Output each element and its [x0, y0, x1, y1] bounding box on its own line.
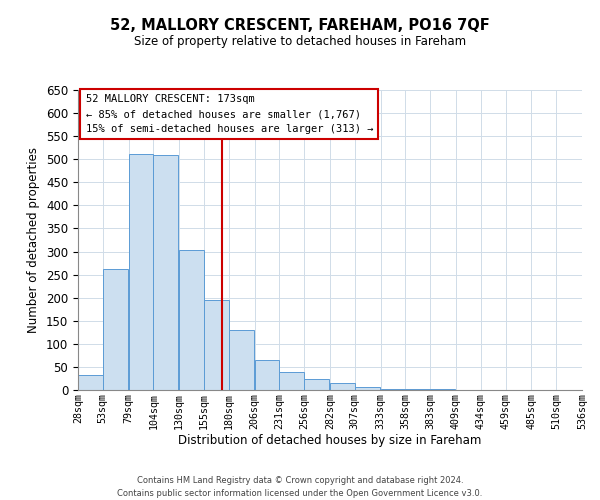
Bar: [380, 389, 406, 390]
Bar: [355, 387, 380, 390]
X-axis label: Distribution of detached houses by size in Fareham: Distribution of detached houses by size …: [178, 434, 482, 448]
Bar: [430, 389, 455, 390]
Text: 52, MALLORY CRESCENT, FAREHAM, PO16 7QF: 52, MALLORY CRESCENT, FAREHAM, PO16 7QF: [110, 18, 490, 32]
Bar: [103, 268, 128, 390]
Bar: [254, 360, 280, 390]
Bar: [78, 375, 103, 390]
Bar: [280, 372, 304, 390]
Text: Contains HM Land Registry data © Crown copyright and database right 2024.
Contai: Contains HM Land Registry data © Crown c…: [118, 476, 482, 498]
Bar: [179, 250, 204, 390]
Bar: [204, 300, 229, 390]
Text: Size of property relative to detached houses in Fareham: Size of property relative to detached ho…: [134, 35, 466, 48]
Bar: [128, 154, 154, 390]
Bar: [330, 383, 355, 390]
Bar: [406, 389, 430, 390]
Y-axis label: Number of detached properties: Number of detached properties: [28, 147, 40, 333]
Bar: [154, 154, 178, 390]
Bar: [304, 380, 329, 390]
Text: 52 MALLORY CRESCENT: 173sqm
← 85% of detached houses are smaller (1,767)
15% of : 52 MALLORY CRESCENT: 173sqm ← 85% of det…: [86, 94, 373, 134]
Bar: [229, 330, 254, 390]
